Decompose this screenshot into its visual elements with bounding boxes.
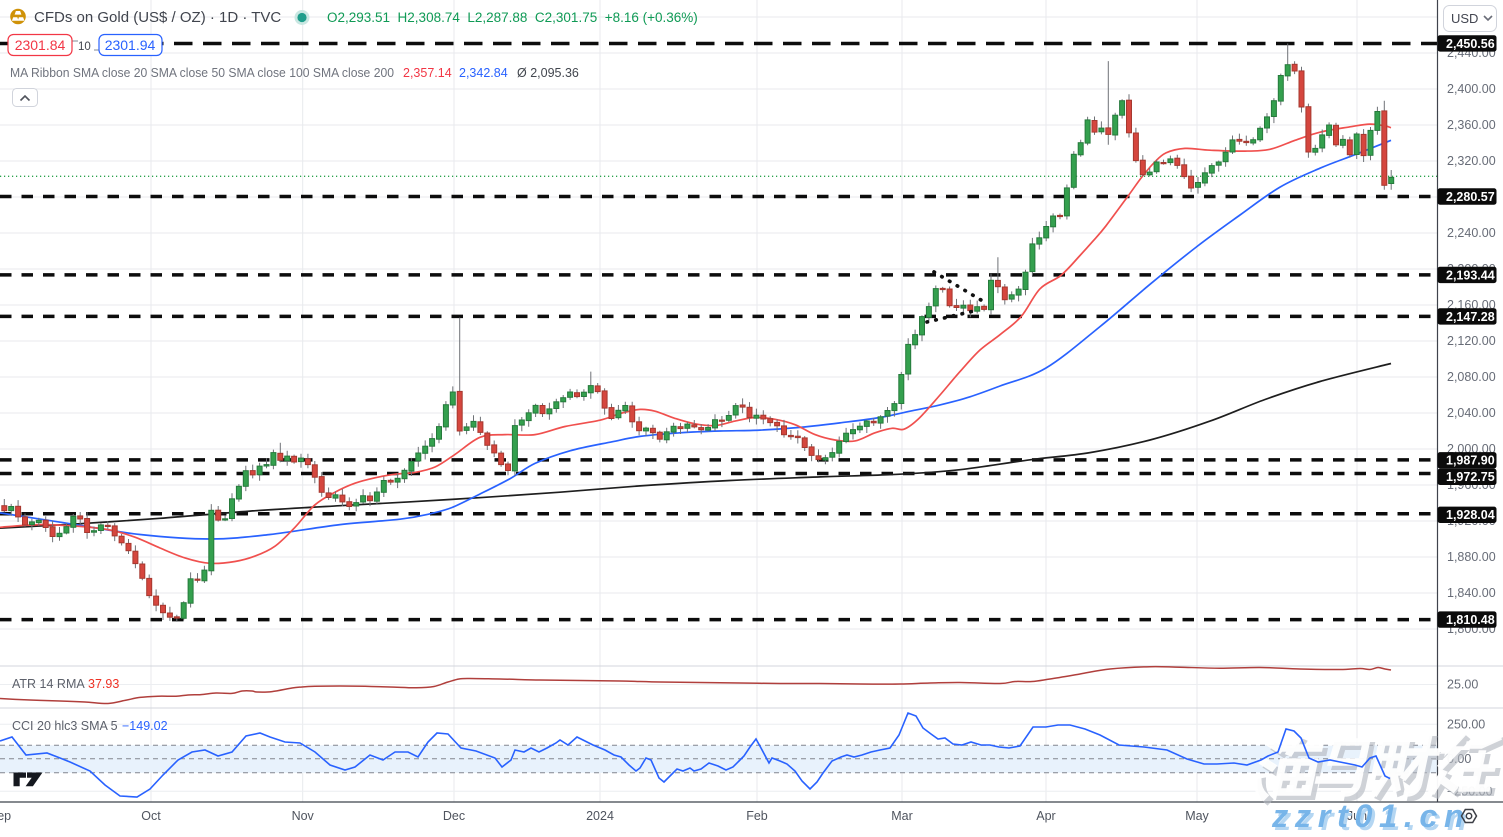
svg-text:2024: 2024 [586, 809, 614, 823]
svg-text:CFDs on Gold (US$ / OZ) · 1D ·: CFDs on Gold (US$ / OZ) · 1D · TVC [34, 9, 281, 26]
svg-text:2,080.00: 2,080.00 [1447, 370, 1496, 384]
svg-text:1,880.00: 1,880.00 [1447, 550, 1496, 564]
svg-text:USD: USD [1451, 11, 1478, 26]
svg-text:Apr: Apr [1036, 809, 1055, 823]
svg-text:2,320.00: 2,320.00 [1447, 154, 1496, 168]
svg-text:O2,293.51 H2,308.74 L2,287.8: O2,293.51 H2,308.74 L2,287.88 C2,301.75 … [327, 10, 698, 25]
svg-text:2,193.44: 2,193.44 [1446, 268, 1495, 282]
svg-text:1,987.90: 1,987.90 [1446, 454, 1495, 468]
svg-text:2,400.00: 2,400.00 [1447, 82, 1496, 96]
svg-text:2,357.14: 2,357.14 [403, 66, 452, 80]
svg-text:ATR 14 RMA: ATR 14 RMA [12, 677, 85, 691]
svg-text:2,040.00: 2,040.00 [1447, 406, 1496, 420]
svg-text:May: May [1185, 809, 1209, 823]
svg-text:zzrt01.cn: zzrt01.cn [1274, 801, 1473, 832]
svg-text:10: 10 [78, 41, 91, 53]
svg-text:2,240.00: 2,240.00 [1447, 226, 1496, 240]
svg-text:−149.02: −149.02 [122, 719, 168, 733]
svg-text:MA Ribbon SMA close 20 SMA clo: MA Ribbon SMA close 20 SMA close 50 SMA … [10, 66, 394, 80]
svg-text:Sep: Sep [0, 809, 11, 823]
svg-text:Dec: Dec [443, 809, 465, 823]
svg-text:Feb: Feb [746, 809, 768, 823]
svg-text:37.93: 37.93 [88, 677, 119, 691]
svg-text:2,147.28: 2,147.28 [1446, 310, 1495, 324]
svg-text:2301.84: 2301.84 [15, 37, 66, 53]
svg-text:1,972.75: 1,972.75 [1446, 470, 1495, 484]
svg-text:Nov: Nov [292, 809, 315, 823]
svg-text:2,360.00: 2,360.00 [1447, 118, 1496, 132]
svg-text:CCI 20 hlc3 SMA 5: CCI 20 hlc3 SMA 5 [12, 719, 118, 733]
svg-text:250.00: 250.00 [1447, 718, 1485, 732]
svg-text:Jun: Jun [1347, 809, 1367, 823]
svg-text:25.00: 25.00 [1447, 678, 1478, 692]
svg-text:zzrt01.cn: zzrt01.cn [1271, 798, 1470, 832]
svg-text:1,810.48: 1,810.48 [1446, 613, 1495, 627]
svg-text:Ø 2,095.36: Ø 2,095.36 [517, 66, 579, 80]
svg-text:2,450.56: 2,450.56 [1446, 37, 1495, 51]
svg-text:Oct: Oct [141, 809, 161, 823]
svg-text:2,342.84: 2,342.84 [459, 66, 508, 80]
svg-text:Mar: Mar [891, 809, 913, 823]
svg-text:2,120.00: 2,120.00 [1447, 334, 1496, 348]
svg-text:1,928.04: 1,928.04 [1446, 508, 1495, 522]
svg-text:2,280.57: 2,280.57 [1446, 190, 1495, 204]
svg-text:1,840.00: 1,840.00 [1447, 586, 1496, 600]
svg-text:2301.94: 2301.94 [105, 37, 156, 53]
